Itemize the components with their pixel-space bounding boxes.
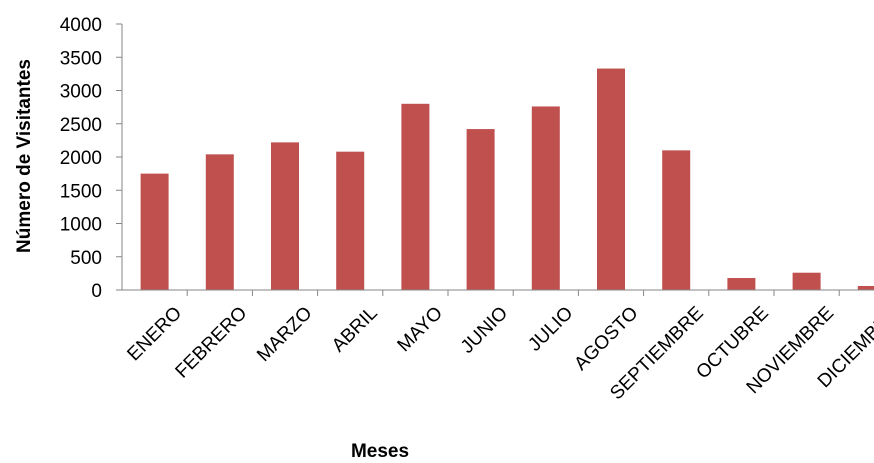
y-tick-label: 3500 [60, 48, 102, 69]
bar-septiembre [662, 150, 691, 290]
bars [140, 68, 874, 291]
y-tick-label: 2000 [60, 148, 102, 169]
y-tick-label: 1500 [60, 181, 102, 202]
bar-mayo [401, 103, 430, 290]
x-axis-title: Meses [351, 441, 409, 462]
y-axis-title: Número de Visitantes [14, 59, 35, 253]
y-tick-label: 4000 [60, 15, 102, 36]
y-tick-label: 500 [70, 248, 102, 269]
bar-octubre [727, 278, 756, 290]
x-tick-label: ABRIL [328, 303, 382, 357]
y-tick-label: 2500 [60, 115, 102, 136]
y-tick-label: 3000 [60, 82, 102, 103]
bar-marzo [271, 142, 299, 290]
x-tick-label: JULIO [524, 303, 577, 356]
y-axis-ticks: 0 500 1000 1500 2000 2500 3000 3500 4000 [60, 15, 122, 302]
bar-julio [531, 106, 560, 291]
bar-abril [336, 151, 365, 290]
bar-noviembre [792, 272, 821, 290]
bar-agosto [597, 68, 625, 291]
bar-enero [140, 173, 169, 290]
x-tick-label: MAYO [394, 303, 447, 356]
y-tick-label: 0 [91, 281, 102, 302]
x-tick-label: JUNIO [457, 303, 512, 358]
y-tick-label: 1000 [60, 215, 102, 236]
x-tick-label: FEBRERO [172, 303, 252, 383]
bar-junio [466, 129, 495, 290]
x-tick-label: MARZO [253, 303, 316, 366]
bar-febrero [205, 154, 234, 290]
bar-diciembre [857, 286, 874, 290]
x-tick-label: ENERO [124, 303, 187, 366]
